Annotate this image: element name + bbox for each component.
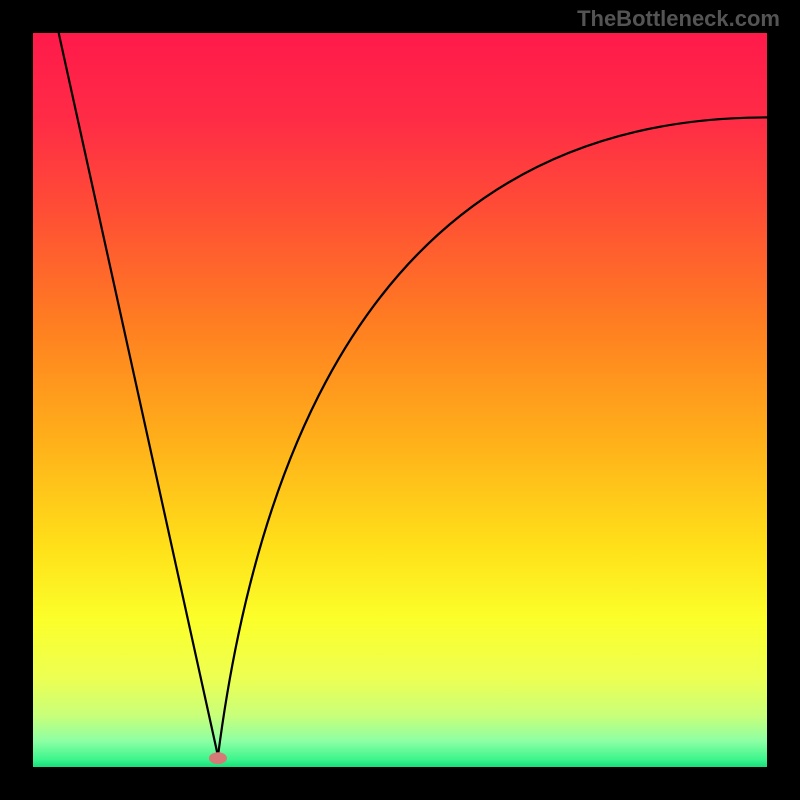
left-branch-line <box>59 33 218 756</box>
watermark-text: TheBottleneck.com <box>577 6 780 32</box>
right-branch-curve <box>218 117 767 756</box>
plot-area <box>33 33 767 767</box>
curve-layer <box>33 33 767 767</box>
vertex-marker <box>209 752 227 764</box>
